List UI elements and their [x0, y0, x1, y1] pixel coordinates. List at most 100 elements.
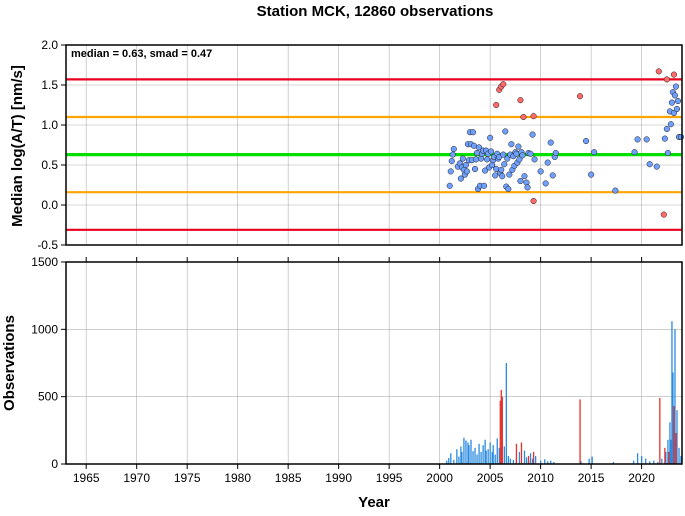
- scatter-point-1-4: [517, 97, 524, 104]
- x-tick-label-2000: 2000: [426, 471, 453, 485]
- scatter-point-0-7: [457, 175, 464, 182]
- scatter-point-1-10: [660, 211, 667, 218]
- histogram-bar-0-26: [496, 438, 498, 464]
- histogram-bar-0-21: [487, 449, 489, 464]
- top-y-axis-label: Median log(A/T) [nm/s]: [9, 65, 26, 227]
- histogram-bar-0-4: [456, 449, 458, 464]
- histogram-bar-0-45: [553, 461, 555, 464]
- histogram-bar-1-5: [527, 455, 530, 464]
- histogram-bar-0-55: [653, 460, 655, 464]
- top-y-tick-label-1: 0.0: [41, 198, 58, 212]
- scatter-point-0-92: [661, 135, 668, 142]
- scatter-point-0-77: [542, 180, 549, 187]
- stats-annotation: median = 0.63, smad = 0.47: [71, 48, 212, 60]
- bottom-y-tick-label-1: 500: [38, 390, 58, 404]
- histogram-bar-0-35: [523, 450, 526, 464]
- scatter-point-0-20: [470, 142, 478, 149]
- histogram-bars: [446, 321, 682, 464]
- scatter-point-0-80: [549, 172, 556, 179]
- histogram-bar-0-12: [470, 439, 472, 464]
- histogram-bar-0-52: [641, 455, 643, 464]
- scatter-point-0-41: [492, 172, 499, 179]
- histogram-bar-0-31: [509, 458, 512, 464]
- scatter-points: [446, 68, 685, 218]
- bottom-y-tick-label-0: 0: [51, 457, 58, 471]
- scatter-point-0-97: [668, 99, 675, 106]
- histogram-bar-0-60: [669, 422, 671, 464]
- scatter-point-0-64: [515, 143, 522, 150]
- x-tick-label-1990: 1990: [325, 471, 352, 485]
- scatter-point-0-91: [653, 163, 660, 170]
- histogram-bar-0-14: [474, 447, 476, 464]
- scatter-point-0-21: [471, 165, 479, 173]
- histogram-bar-0-67: [680, 455, 682, 464]
- top-y-tick-label-5: 2.0: [41, 38, 58, 52]
- histogram-bar-0-66: [678, 447, 680, 464]
- histogram-bar-0-7: [461, 451, 463, 464]
- histogram-bar-0-27: [498, 447, 500, 464]
- scatter-point-0-37: [488, 148, 495, 155]
- histogram-bar-0-49: [612, 461, 615, 464]
- x-tick-label-1995: 1995: [376, 471, 403, 485]
- x-tick-label-1975: 1975: [174, 471, 201, 485]
- histogram-bar-0-25: [494, 454, 496, 464]
- scatter-point-0-12: [462, 161, 469, 169]
- scatter-point-0-36: [487, 134, 494, 141]
- histogram-bar-0-10: [467, 442, 469, 464]
- histogram-bar-0-1: [448, 457, 450, 464]
- histogram-bar-1-6: [532, 451, 535, 464]
- scatter-point-0-62: [513, 150, 520, 157]
- histogram-bar-0-47: [588, 458, 590, 464]
- scatter-point-0-102: [673, 105, 681, 113]
- scatter-point-0-50: [501, 161, 508, 168]
- histogram-bar-1-1: [500, 389, 502, 464]
- scatter-point-1-5: [520, 113, 527, 121]
- scatter-point-0-99: [670, 109, 677, 117]
- histogram-bar-0-56: [657, 461, 659, 464]
- scatter-point-0-69: [521, 173, 528, 180]
- scatter-point-0-53: [504, 155, 511, 162]
- scatter-point-0-74: [529, 131, 536, 138]
- histogram-bar-0-32: [512, 459, 515, 464]
- histogram-bar-1-10: [668, 451, 670, 464]
- histogram-bar-1-7: [579, 399, 581, 464]
- scatter-point-0-57: [508, 141, 515, 148]
- histogram-bar-0-16: [478, 443, 480, 464]
- scatter-point-0-100: [671, 92, 678, 99]
- scatter-point-1-9: [655, 68, 662, 75]
- x-tick-label-2005: 2005: [477, 471, 504, 485]
- histogram-bar-0-58: [665, 451, 667, 464]
- plot-frames: [65, 44, 683, 465]
- top-y-tick-label-4: 1.5: [41, 78, 58, 92]
- scatter-point-0-105: [677, 133, 685, 141]
- scatter-point-0-31: [482, 167, 489, 174]
- scatter-point-1-6: [530, 113, 537, 120]
- histogram-bar-0-62: [671, 321, 673, 464]
- tick-marks: [61, 44, 643, 469]
- scatter-point-0-48: [499, 173, 506, 180]
- scatter-point-0-68: [519, 152, 526, 159]
- histogram-bar-1-12: [675, 433, 677, 464]
- scatter-point-0-1: [447, 168, 454, 175]
- scatter-point-1-7: [530, 197, 537, 205]
- scatter-point-0-76: [537, 168, 544, 175]
- histogram-bar-1-0: [499, 400, 501, 464]
- scatter-point-0-3: [449, 151, 456, 158]
- histogram-bar-0-5: [458, 456, 460, 464]
- scatter-point-0-93: [663, 125, 670, 133]
- bottom-y-tick-label-2: 1000: [31, 322, 58, 336]
- histogram-bar-0-65: [676, 410, 678, 464]
- scatter-point-0-54: [505, 185, 512, 193]
- x-tick-label-1985: 1985: [275, 471, 302, 485]
- scatter-point-0-84: [588, 171, 595, 178]
- top-panel-frame: [65, 44, 683, 246]
- histogram-bar-0-64: [674, 329, 676, 464]
- scatter-point-0-9: [459, 155, 466, 162]
- histogram-bar-1-3: [515, 443, 518, 464]
- scatter-point-0-19: [469, 129, 477, 136]
- histogram-bar-0-53: [645, 458, 647, 464]
- scatter-point-0-96: [667, 121, 674, 128]
- histogram-bar-0-24: [492, 445, 494, 464]
- scatter-point-0-51: [502, 128, 509, 135]
